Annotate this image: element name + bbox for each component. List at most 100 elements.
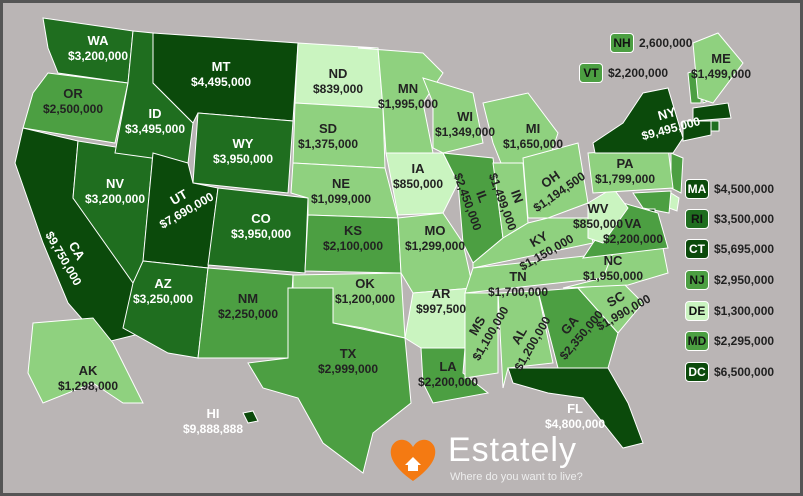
callout-value: 2,600,000 [639,36,693,50]
state-value: $850,000 [393,177,443,191]
state-label-KS: KS$2,100,000 [323,223,383,253]
state-value: $3,200,000 [85,192,145,206]
state-value: $2,100,000 [323,239,383,253]
state-abbr: PA [616,156,634,171]
state-value: $9,888,888 [183,422,243,436]
state-MD [632,190,672,214]
state-value: $3,950,000 [231,227,291,241]
state-value: $2,250,000 [218,307,278,321]
state-label-ME: ME$1,499,000 [691,51,751,81]
state-value: $2,200,000 [418,375,478,389]
legend-swatch: NJ [685,270,709,290]
state-abbr: KS [344,223,362,238]
legend-swatch: MA [685,179,709,199]
state-abbr: NC [604,253,623,268]
callout-swatch: VT [579,63,603,83]
brand-tagline: Where do you want to live? [450,471,583,483]
state-value: $3,950,000 [213,152,273,166]
legend-value: $2,950,000 [714,273,775,287]
state-abbr: NV [106,176,124,191]
state-value: $3,495,000 [125,122,185,136]
legend-NJ: NJ $2,950,000 [685,270,774,290]
state-ME [692,32,744,104]
us-map: WA$3,200,000OR$2,500,000CA$9,750,000NV$3… [14,17,751,474]
state-label-VA: VA$2,200,000 [603,216,663,246]
callout-value: $2,200,000 [608,66,669,80]
state-abbr: IN [508,188,527,205]
state-CT [682,120,712,142]
state-value: $1,375,000 [298,137,358,151]
state-abbr: MI [526,121,540,136]
state-value: $1,200,000 [335,292,395,306]
state-WY [192,112,294,194]
state-label-TX: TX$2,999,000 [318,346,378,376]
state-value: $2,200,000 [603,232,663,246]
state-label-NV: NV$3,200,000 [85,176,145,206]
state-abbr: ID [149,106,162,121]
state-abbr: MO [425,223,446,238]
state-label-MT: MT$4,495,000 [191,59,251,89]
state-label-NE: NE$1,099,000 [311,176,371,206]
state-abbr: NY [656,104,678,123]
state-abbr: HI [207,406,220,421]
state-FL [507,367,644,449]
state-label-CO: CO$3,950,000 [231,211,291,241]
state-GA [537,287,619,369]
state-value: $2,999,000 [318,362,378,376]
legend-value: $5,695,000 [714,242,775,256]
legend-value: $6,500,000 [714,365,775,379]
state-label-AZ: AZ$3,250,000 [133,276,193,306]
legend-swatch: CT [685,239,709,259]
state-abbr: AZ [154,276,171,291]
state-value: $1,700,000 [488,285,548,299]
legend-DE: DE $1,300,000 [685,301,774,321]
state-label-WY: WY$3,950,000 [213,136,273,166]
state-label-ND: ND$839,000 [313,66,363,96]
state-label-NC: NC$1,950,000 [583,253,643,283]
state-value: $1,650,000 [503,137,563,151]
callout-VT: VT $2,200,000 [579,63,668,83]
state-label-ID: ID$3,495,000 [125,106,185,136]
legend-value: $2,295,000 [714,334,775,348]
state-HI [242,410,259,424]
state-label-NM: NM$2,250,000 [218,291,278,321]
legend-swatch: RI [685,209,709,229]
callout-NH: NH 2,600,000 [610,33,692,53]
state-abbr: VA [624,216,642,231]
legend-CT: CT $5,695,000 [685,239,774,259]
state-abbr: WA [88,33,110,48]
state-label-IA: IA$850,000 [393,161,443,191]
state-label-SD: SD$1,375,000 [298,121,358,151]
legend-value: $4,500,000 [714,182,775,196]
state-label-MO: MO$1,299,000 [405,223,465,253]
state-label-HI: HI$9,888,888 [183,406,243,436]
state-abbr: MT [212,59,231,74]
state-abbr: TX [340,346,357,361]
state-KY [472,217,594,269]
brand-name: Estately [448,431,577,469]
state-abbr: NM [238,291,258,306]
state-label-MI: MI$1,650,000 [503,121,563,151]
state-value: $4,800,000 [545,417,605,431]
state-value: $1,799,000 [595,172,655,186]
state-label-OK: OK$1,200,000 [335,276,395,306]
state-label-WV: WV$850,000 [573,201,623,231]
state-abbr: CO [251,211,271,226]
state-abbr: TN [509,269,526,284]
state-MA [692,102,732,122]
state-AK [27,317,144,404]
state-abbr: AR [432,286,451,301]
state-value: $850,000 [573,217,623,231]
state-abbr: OR [63,86,83,101]
state-abbr: AK [79,363,98,378]
state-value: $1,950,000 [583,269,643,283]
state-abbr: ND [329,66,348,81]
legend-MA: MA $4,500,000 [685,179,774,199]
state-value: $2,500,000 [43,102,103,116]
state-abbr: IL [473,188,491,204]
state-abbr: ME [711,51,731,66]
state-value: $4,495,000 [191,75,251,89]
state-RI [710,120,720,132]
state-abbr: NE [332,176,350,191]
